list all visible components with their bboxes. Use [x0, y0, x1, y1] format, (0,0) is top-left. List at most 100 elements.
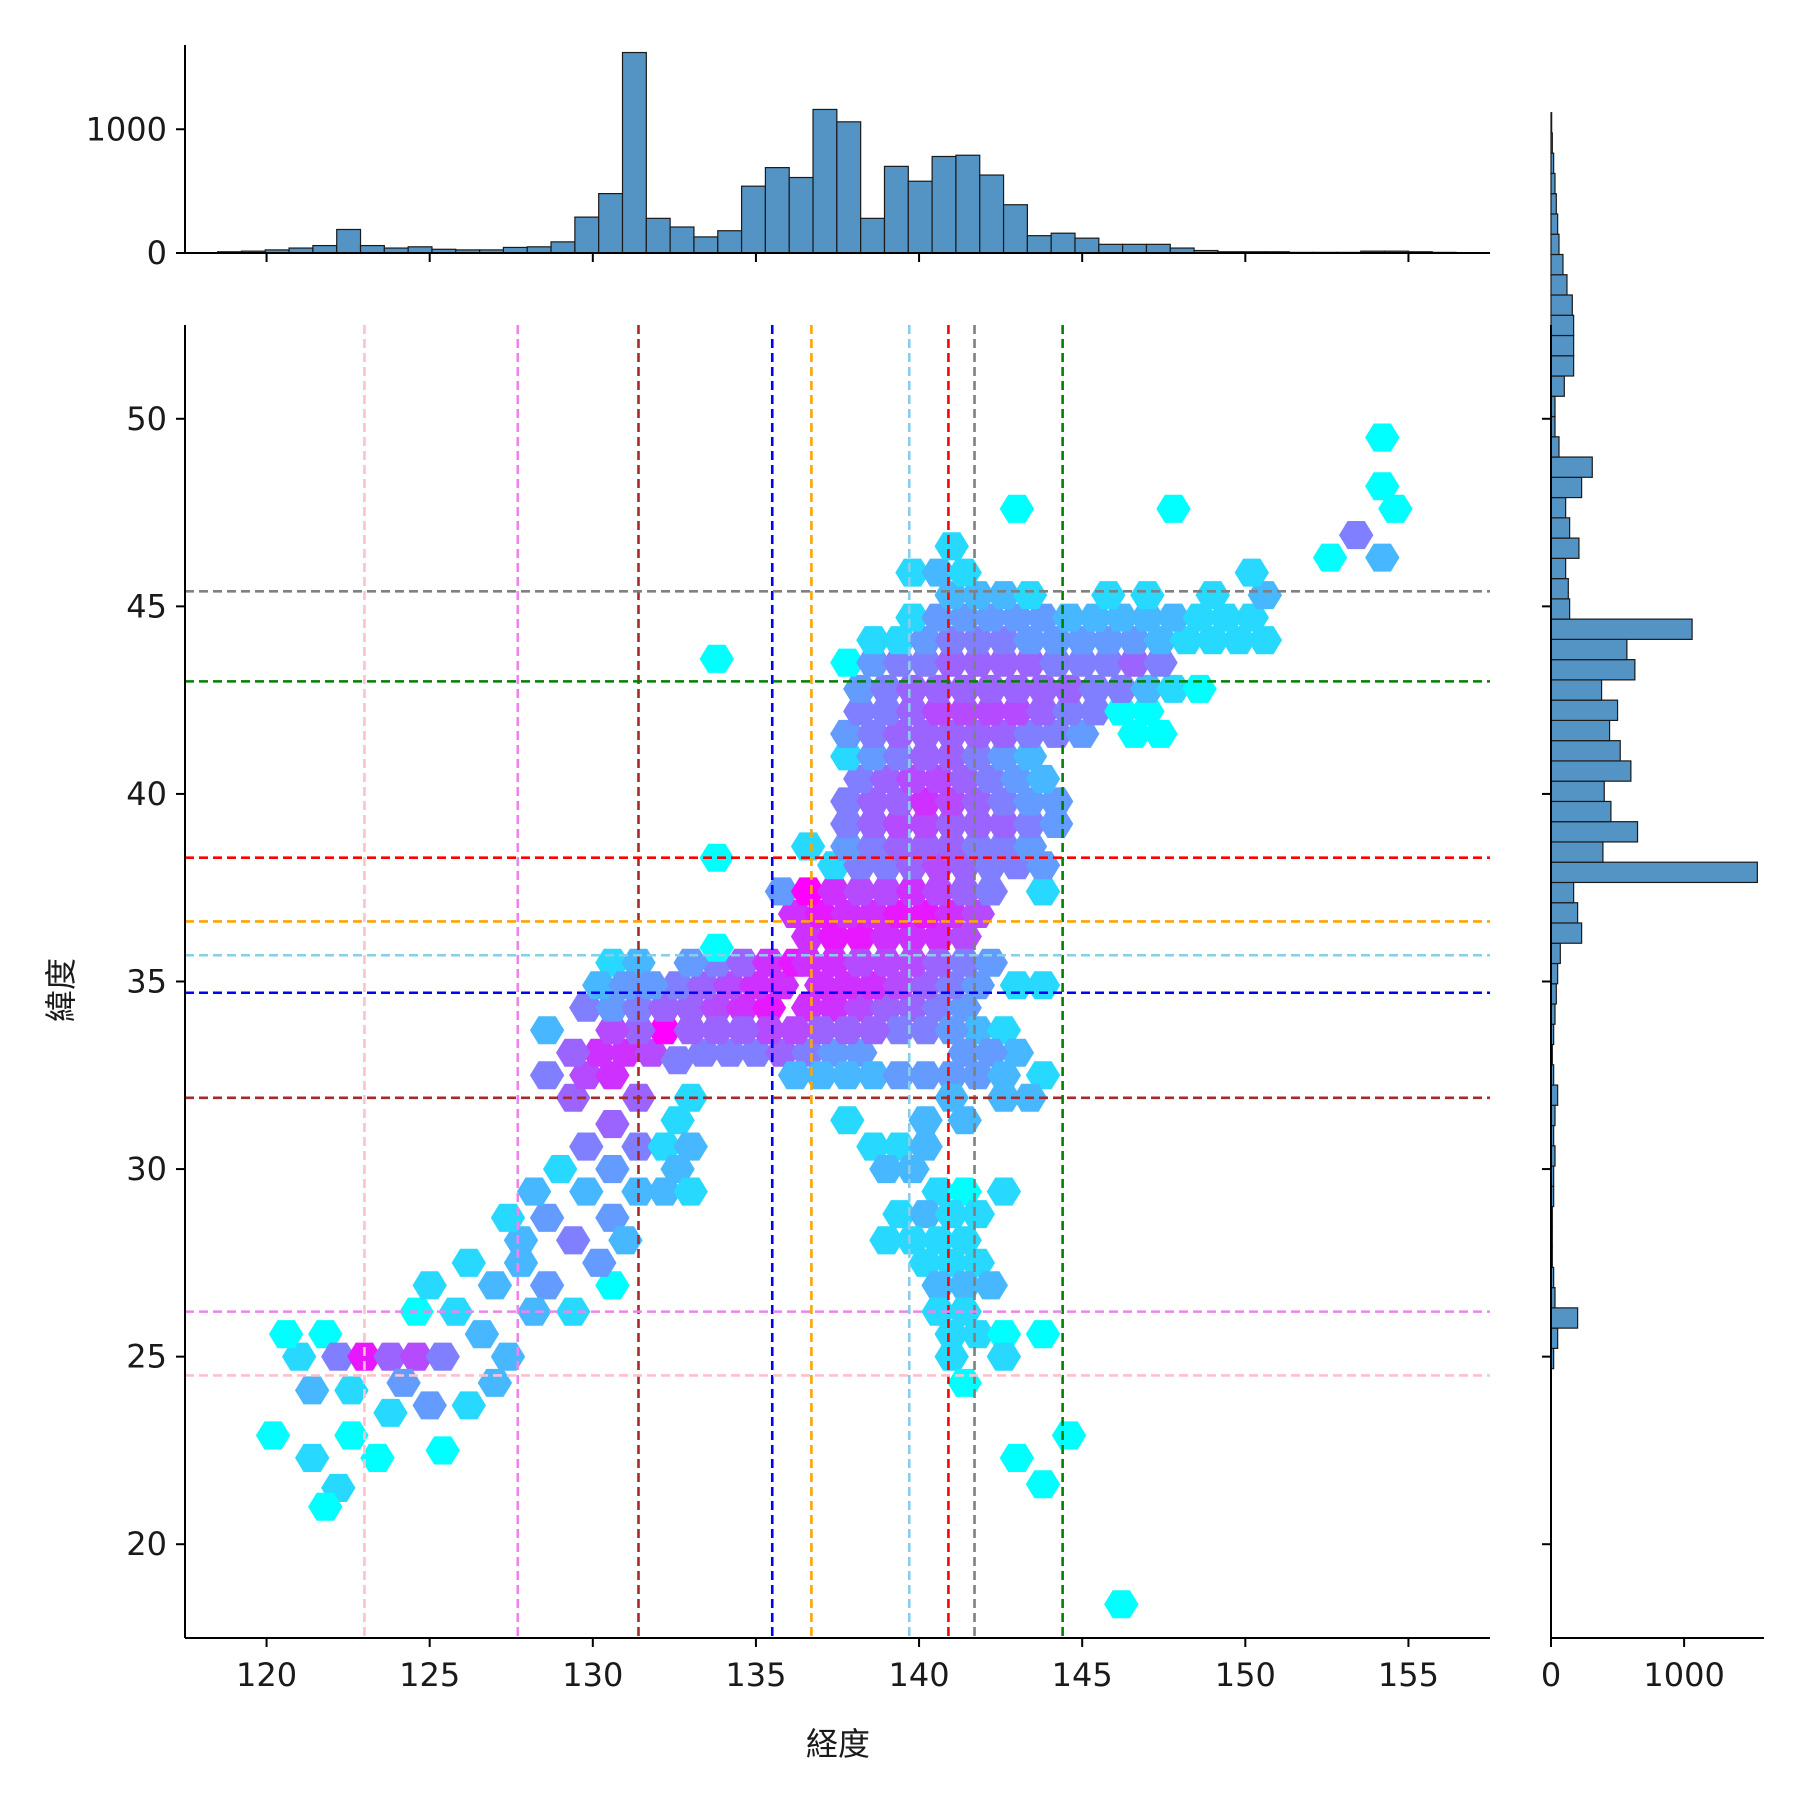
right-histogram-bar: [1550, 172, 1556, 195]
hexbin-cell: [817, 877, 852, 906]
right-hist-x-tick-label: 0: [1541, 1656, 1561, 1694]
hexbin-cell: [516, 1297, 552, 1326]
hexbin-cell: [856, 719, 891, 748]
hexbin-cell: [373, 1398, 408, 1427]
right-histogram-bar: [1550, 233, 1560, 256]
hexbin-cell: [751, 1016, 787, 1045]
hexbin-cell: [895, 1226, 930, 1255]
y-tick-label: 35: [126, 963, 167, 1001]
hexbin-cell: [595, 1016, 630, 1045]
right-histogram-bar: [1550, 334, 1575, 357]
hexbin-cell: [869, 1226, 904, 1255]
hexbin-cell: [595, 1155, 630, 1184]
hexbin-cell: [882, 1016, 917, 1045]
hexbin-cell: [986, 787, 1022, 816]
hexbin-cell: [1156, 603, 1191, 632]
hexbin-cell: [751, 993, 787, 1022]
x-tick-label: 135: [725, 1656, 786, 1694]
hexbin-cell: [621, 1177, 656, 1206]
top-histogram-bar: [812, 108, 838, 254]
hexbin-cell: [608, 1038, 643, 1067]
y-tick-label: 45: [126, 587, 167, 625]
hexbin-cell: [1038, 648, 1074, 677]
hexbin-cell: [986, 1016, 1022, 1045]
top-histogram-bar: [669, 226, 695, 254]
hexbin-cell: [908, 1016, 943, 1045]
hexbin-cell: [699, 993, 734, 1022]
hexbin-cell: [908, 626, 943, 655]
hexbin-cell: [477, 1368, 513, 1397]
hexbin-cell: [412, 1271, 447, 1300]
hexbin-cell: [790, 1038, 826, 1067]
top-histogram-bar: [1145, 243, 1171, 254]
hexbin-cell: [947, 877, 982, 906]
hexbin-cell: [673, 1016, 708, 1045]
hexbin-cell: [1117, 626, 1152, 655]
hexbin-cell: [895, 877, 930, 906]
hexbin-cell: [1078, 603, 1113, 632]
hexbin-cell: [595, 993, 630, 1022]
hexbin-cell: [295, 1376, 330, 1405]
hexbin-cell: [986, 1342, 1022, 1371]
hexbin-cell: [1065, 648, 1100, 677]
hexbin-cell: [908, 1106, 943, 1135]
hexbin-cell: [1182, 674, 1217, 703]
hexbin-cell: [830, 648, 865, 677]
hexbin-cell: [895, 993, 930, 1022]
hexbin-cell: [986, 832, 1022, 861]
hexbin-cell: [503, 1226, 539, 1255]
hexbin-cell: [1234, 603, 1269, 632]
right-histogram-bar: [1550, 618, 1693, 640]
hexbin-cell: [673, 1177, 708, 1206]
hexbin-cell: [869, 764, 904, 793]
right-histogram-bar: [1550, 496, 1567, 519]
hexbin-cell: [556, 1226, 591, 1255]
hexbin-cell: [999, 1038, 1035, 1067]
hexbin-cell: [817, 922, 852, 951]
hexbin-cell: [386, 1368, 421, 1397]
hexbin-cell: [725, 993, 761, 1022]
hexbin-cell: [856, 742, 891, 771]
y-tick-label: 30: [126, 1150, 167, 1188]
right-histogram-bar: [1550, 456, 1593, 478]
hexbin-cell: [947, 1226, 982, 1255]
right-histogram-bar: [1550, 537, 1580, 559]
hexbin-cell: [255, 1421, 291, 1450]
hexbin-cell: [1025, 1061, 1061, 1090]
hexbin-cell: [856, 1132, 891, 1161]
hexbin-cell: [843, 993, 878, 1022]
hexbin-cell: [1130, 581, 1165, 610]
hexbin-cell: [947, 1297, 982, 1326]
right-histogram-bar: [1550, 355, 1575, 377]
right-histogram-bar: [1550, 436, 1560, 458]
hexbin-cell: [1025, 877, 1061, 906]
hexbin-cell: [856, 626, 891, 655]
top-histogram-bar: [359, 244, 385, 254]
hexbin-cell: [960, 648, 995, 677]
hexbin-cell: [934, 719, 969, 748]
hexbin-cell: [556, 1038, 591, 1067]
hexbin-cell: [308, 1492, 343, 1521]
hexbin-cell: [295, 1443, 330, 1472]
hexbin-cell: [1195, 626, 1230, 655]
hexbin-cell: [647, 993, 682, 1022]
hexbin-cell: [895, 603, 930, 632]
hexbin-cell: [908, 742, 943, 771]
hexbin-cell: [856, 809, 891, 838]
hexbin-cell: [947, 1368, 982, 1397]
hexbin-cell: [1038, 626, 1074, 655]
hexbin-cell: [856, 1016, 891, 1045]
hexbin-cell: [686, 1038, 721, 1067]
hexbin-cell: [1038, 809, 1074, 838]
top-hist-y-tick-label: 1000: [86, 110, 167, 148]
hexbin-cell: [660, 1155, 695, 1184]
hexbin-cell: [1025, 603, 1061, 632]
hexbin-cell: [908, 648, 943, 677]
hexbin-cell: [1091, 648, 1126, 677]
hexbin-cell: [1117, 719, 1152, 748]
hexbin-cell: [725, 1016, 761, 1045]
hexbin-cell: [1156, 494, 1191, 523]
hexbin-cell: [856, 1061, 891, 1090]
top-histogram-bar: [621, 51, 647, 254]
